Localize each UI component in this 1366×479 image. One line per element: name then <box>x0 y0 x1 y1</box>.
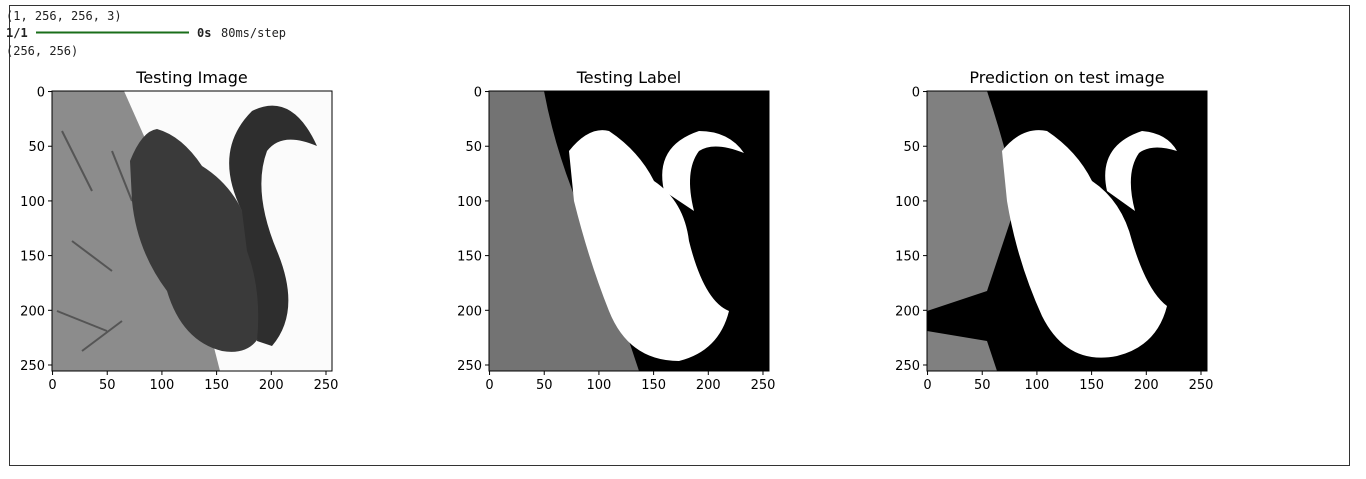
plot-title: Testing Image <box>135 68 247 87</box>
x-tick-label: 250 <box>1189 378 1214 393</box>
y-tick-label: 250 <box>457 359 482 374</box>
y-tick-label: 50 <box>903 140 920 155</box>
y-tick-label: 150 <box>895 250 920 265</box>
progress-count: 1/1 <box>6 26 28 40</box>
x-tick-label: 0 <box>485 378 493 393</box>
plot-title: Testing Label <box>576 68 682 87</box>
y-tick-label: 250 <box>20 359 45 374</box>
x-tick-label: 100 <box>150 378 175 393</box>
y-tick-label: 100 <box>457 195 482 210</box>
y-tick-label: 50 <box>465 140 482 155</box>
y-tick-label: 200 <box>457 304 482 319</box>
y-tick-label: 100 <box>20 195 45 210</box>
y-tick-label: 50 <box>28 140 45 155</box>
x-tick-label: 50 <box>99 378 116 393</box>
y-tick-label: 0 <box>37 86 45 101</box>
plot-title: Prediction on test image <box>969 68 1164 87</box>
x-tick-label: 200 <box>696 378 721 393</box>
testing-image <box>52 91 332 371</box>
y-tick-label: 0 <box>912 86 920 101</box>
x-tick-label: 200 <box>1134 378 1159 393</box>
y-tick-label: 250 <box>895 359 920 374</box>
x-tick-label: 0 <box>923 378 931 393</box>
shape-line: (1, 256, 256, 3) <box>6 9 122 23</box>
x-tick-label: 150 <box>1079 378 1104 393</box>
x-tick-label: 150 <box>641 378 666 393</box>
y-tick-label: 200 <box>895 304 920 319</box>
x-tick-label: 100 <box>587 378 612 393</box>
prediction-image <box>927 91 1207 371</box>
x-tick-label: 0 <box>48 378 56 393</box>
x-tick-label: 50 <box>974 378 991 393</box>
axes-frame <box>488 90 770 372</box>
testing-label <box>489 91 769 371</box>
axes-frame <box>51 90 333 372</box>
y-tick-label: 0 <box>474 86 482 101</box>
x-tick-label: 200 <box>259 378 284 393</box>
label-shape-line: (256, 256) <box>6 44 78 58</box>
x-tick-label: 250 <box>314 378 339 393</box>
y-tick-label: 100 <box>895 195 920 210</box>
progress-rate: 80ms/step <box>221 26 286 40</box>
x-tick-label: 50 <box>536 378 553 393</box>
y-tick-label: 150 <box>457 250 482 265</box>
y-tick-label: 150 <box>20 250 45 265</box>
y-tick-label: 200 <box>20 304 45 319</box>
x-tick-label: 150 <box>204 378 229 393</box>
progress-time: 0s <box>197 26 211 40</box>
axes-frame <box>926 90 1208 372</box>
x-tick-label: 100 <box>1025 378 1050 393</box>
x-tick-label: 250 <box>751 378 776 393</box>
